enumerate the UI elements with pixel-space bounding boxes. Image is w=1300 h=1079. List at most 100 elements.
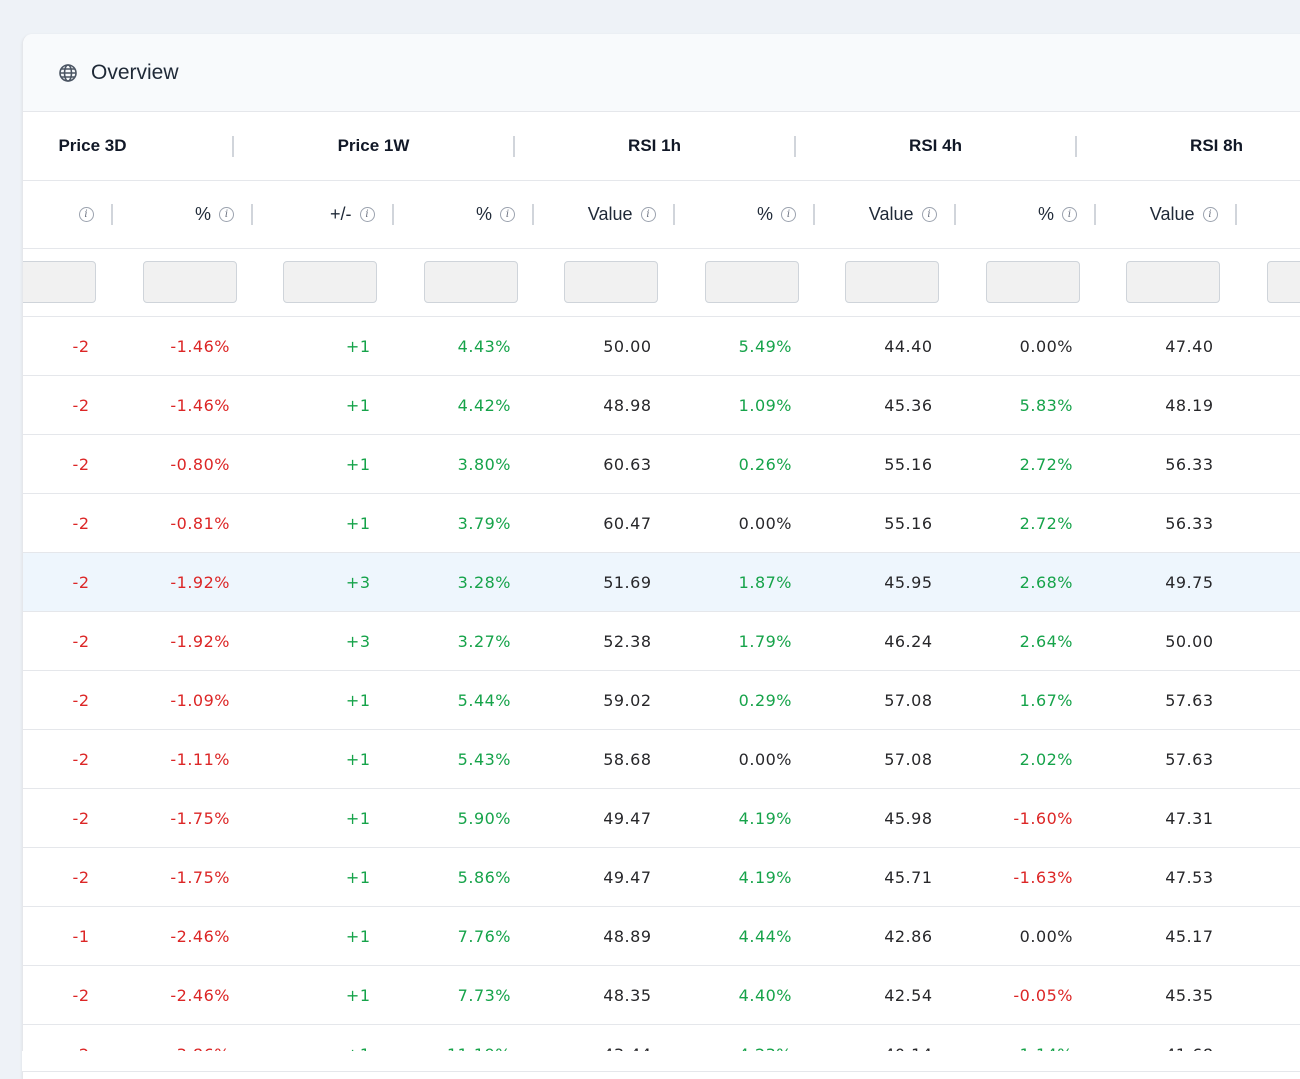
card-header: Overview: [23, 34, 1300, 112]
table-row[interactable]: -2 -1.92% +3 3.27% 52.38 1.79% 46.24 2.64% 50.00…: [23, 612, 1300, 671]
table-cell: -1.92%: [170, 572, 230, 592]
table-row[interactable]: -2 -0.81% +1 3.79% 60.47 0.00% 55.16 2.72% 56.33…: [23, 494, 1300, 553]
table-row[interactable]: -2 -1.46% +1 4.43% 50.00 5.49% 44.40 0.00% 47.40…: [23, 317, 1300, 376]
table-cell: -1.46%: [170, 336, 230, 356]
table-cell: 3.80%: [457, 454, 511, 474]
table-cell: 58.68: [603, 749, 652, 769]
table-cell: 5.44%: [457, 690, 511, 710]
column-header[interactable]: %i: [955, 181, 1077, 248]
column-group-price-3d: Price 3D: [58, 136, 127, 155]
info-icon[interactable]: i: [219, 207, 234, 222]
column-header[interactable]: i: [23, 181, 94, 248]
column-header[interactable]: +/- i: [252, 181, 375, 248]
table-cell: 4.44%: [738, 926, 792, 946]
table-cell: 1.67%: [1019, 690, 1073, 710]
info-icon[interactable]: i: [921, 207, 937, 222]
table-cell: 48.98: [603, 395, 652, 415]
table-cell: 45.36: [884, 395, 933, 415]
column-filter-input[interactable]: [564, 261, 658, 303]
info-icon[interactable]: i: [78, 207, 94, 222]
table-cell: 1.79%: [738, 631, 792, 651]
column-divider: [1234, 204, 1237, 225]
table-cell: +1: [345, 749, 371, 769]
column-filter-input[interactable]: [845, 261, 939, 303]
table-cell: -1.46%: [170, 395, 230, 415]
table-row[interactable]: -1 -2.46% +1 7.76% 48.89 4.44% 42.86 0.00% 45.17…: [23, 907, 1300, 966]
table-cell: +1: [345, 808, 371, 828]
column-filter-input[interactable]: [985, 261, 1080, 303]
column-header-label: %: [475, 204, 492, 224]
column-divider: [532, 204, 534, 225]
table-cell: -2.46%: [170, 926, 230, 946]
info-icon[interactable]: i: [1062, 207, 1077, 222]
column-divider: [1075, 136, 1077, 157]
table-cell: 45.71: [884, 867, 933, 887]
overview-card: Overview Price 3D Price 1W RSI 1h RSI 4h RSI…: [22, 34, 1300, 1079]
table-cell: 5.83%: [1019, 395, 1073, 415]
column-header[interactable]: Value i: [1095, 181, 1218, 248]
table-row[interactable]: -2 -1.92% +3 3.28% 51.69 1.87% 45.95 2.68% 49.75…: [23, 553, 1300, 612]
table-row[interactable]: -2 -1.11% +1 5.43% 58.68 0.00% 57.08 2.02% 57.63…: [23, 730, 1300, 789]
info-icon[interactable]: i: [1202, 207, 1218, 222]
table-cell: -1.09%: [170, 690, 230, 710]
column-header[interactable]: Value i: [814, 181, 937, 248]
table-cell: 45.95: [884, 572, 933, 592]
table-cell: 46.24: [884, 631, 933, 651]
column-filter-input[interactable]: [283, 261, 377, 303]
column-header-label: Value: [868, 204, 914, 224]
column-divider: [794, 136, 796, 157]
table-row[interactable]: -2 -2.46% +1 7.73% 48.35 4.40% 42.54 -0.05% 45.3…: [23, 966, 1300, 1025]
table-row[interactable]: -2 -1.75% +1 5.86% 49.47 4.19% 45.71 -1.63% 47.5…: [23, 848, 1300, 907]
column-filter-input[interactable]: [1126, 261, 1220, 303]
table-row[interactable]: -2 -1.09% +1 5.44% 59.02 0.29% 57.08 1.67% 57.63…: [23, 671, 1300, 730]
column-filter-input[interactable]: [1266, 261, 1300, 303]
column-header[interactable]: %i: [112, 181, 234, 248]
table-cell: 2.02%: [1019, 749, 1073, 769]
table-cell: 5.49%: [738, 336, 792, 356]
table-cell: 48.19: [1165, 395, 1214, 415]
table-cell: 2.72%: [1019, 454, 1073, 474]
info-icon[interactable]: i: [500, 207, 515, 222]
table-row[interactable]: -2 -1.75% +1 5.90% 49.47 4.19% 45.98 -1.60% 47.3…: [23, 789, 1300, 848]
column-header[interactable]: %i: [1236, 181, 1300, 248]
table-cell: 52.38: [603, 631, 652, 651]
table-cell: 44.40: [884, 336, 933, 356]
table-row[interactable]: -2 -1.46% +1 4.42% 48.98 1.09% 45.36 5.83% 48.19…: [23, 376, 1300, 435]
page-title: Overview: [91, 60, 179, 84]
table-cell: 0.00%: [738, 513, 792, 533]
column-header[interactable]: Value i: [533, 181, 656, 248]
table-cell: +1: [345, 395, 371, 415]
info-icon[interactable]: i: [781, 207, 796, 222]
column-header-label: %: [756, 204, 773, 224]
table-cell: 3.28%: [457, 572, 511, 592]
column-header[interactable]: %i: [674, 181, 796, 248]
column-group-rsi-8h: RSI 8h: [1190, 136, 1243, 155]
table-row[interactable]: -2 -0.80% +1 3.80% 60.63 0.26% 55.16 2.72% 56.33…: [23, 435, 1300, 494]
column-divider: [513, 136, 515, 157]
table-cell: 5.86%: [457, 867, 511, 887]
table-cell: 7.76%: [457, 926, 511, 946]
column-filter-input[interactable]: [23, 261, 96, 303]
scroll-clip: [22, 1051, 1300, 1071]
table-cell: 2.72%: [1019, 513, 1073, 533]
column-divider: [672, 204, 675, 225]
table-body: -2 -1.46% +1 4.43% 50.00 5.49% 44.40 0.00% 47.40…: [23, 317, 1300, 1079]
table-cell: 3.79%: [457, 513, 511, 533]
info-icon[interactable]: i: [359, 207, 375, 222]
table-cell: 1.09%: [738, 395, 792, 415]
table-cell: 49.47: [603, 867, 652, 887]
column-header[interactable]: %i: [393, 181, 515, 248]
table-cell: 55.16: [884, 513, 933, 533]
column-filter-input[interactable]: [704, 261, 799, 303]
table-cell: 0.00%: [1019, 926, 1073, 946]
table-cell: 51.69: [603, 572, 652, 592]
column-filter-input[interactable]: [142, 261, 237, 303]
table-cell: -0.81%: [170, 513, 230, 533]
table-cell: 4.40%: [738, 985, 792, 1005]
column-group-header-row: Price 3D Price 1W RSI 1h RSI 4h RSI 8h: [23, 112, 1300, 181]
column-filter-input[interactable]: [423, 261, 518, 303]
table-cell: 42.86: [884, 926, 933, 946]
info-icon[interactable]: i: [640, 207, 656, 222]
table-cell: 57.08: [884, 749, 933, 769]
